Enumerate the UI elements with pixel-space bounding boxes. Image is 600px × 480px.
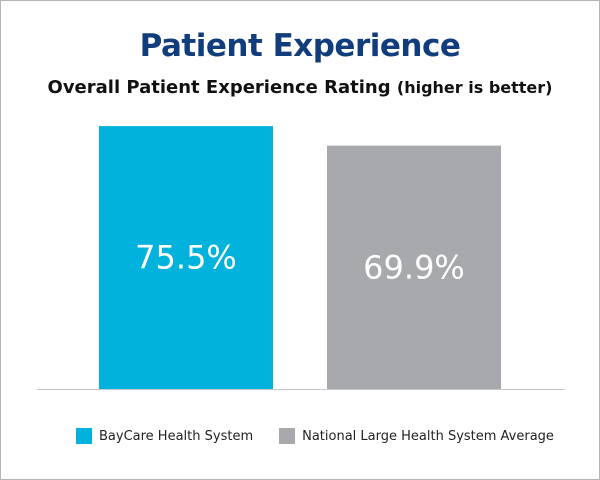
legend-item-baycare: BayCare Health System: [76, 428, 253, 444]
legend: BayCare Health System National Large Hea…: [76, 428, 580, 444]
data-label-0: 75.5%: [135, 239, 237, 277]
bar-1: [327, 145, 501, 389]
chart-title: Patient Experience: [139, 28, 461, 64]
bar-0: [99, 126, 273, 390]
legend-label-national: National Large Health System Average: [302, 428, 554, 444]
data-label-1: 69.9%: [363, 248, 465, 286]
legend-swatch-baycare: [76, 428, 92, 444]
chart-subtitle: Overall Patient Experience Rating (highe…: [0, 77, 600, 98]
subtitle-main: Overall Patient Experience Rating: [47, 77, 391, 98]
subtitle-note: (higher is better): [396, 78, 553, 97]
legend-swatch-national: [279, 428, 296, 444]
legend-item-national: National Large Health System Average: [279, 428, 554, 444]
legend-label-baycare: BayCare Health System: [99, 428, 254, 444]
